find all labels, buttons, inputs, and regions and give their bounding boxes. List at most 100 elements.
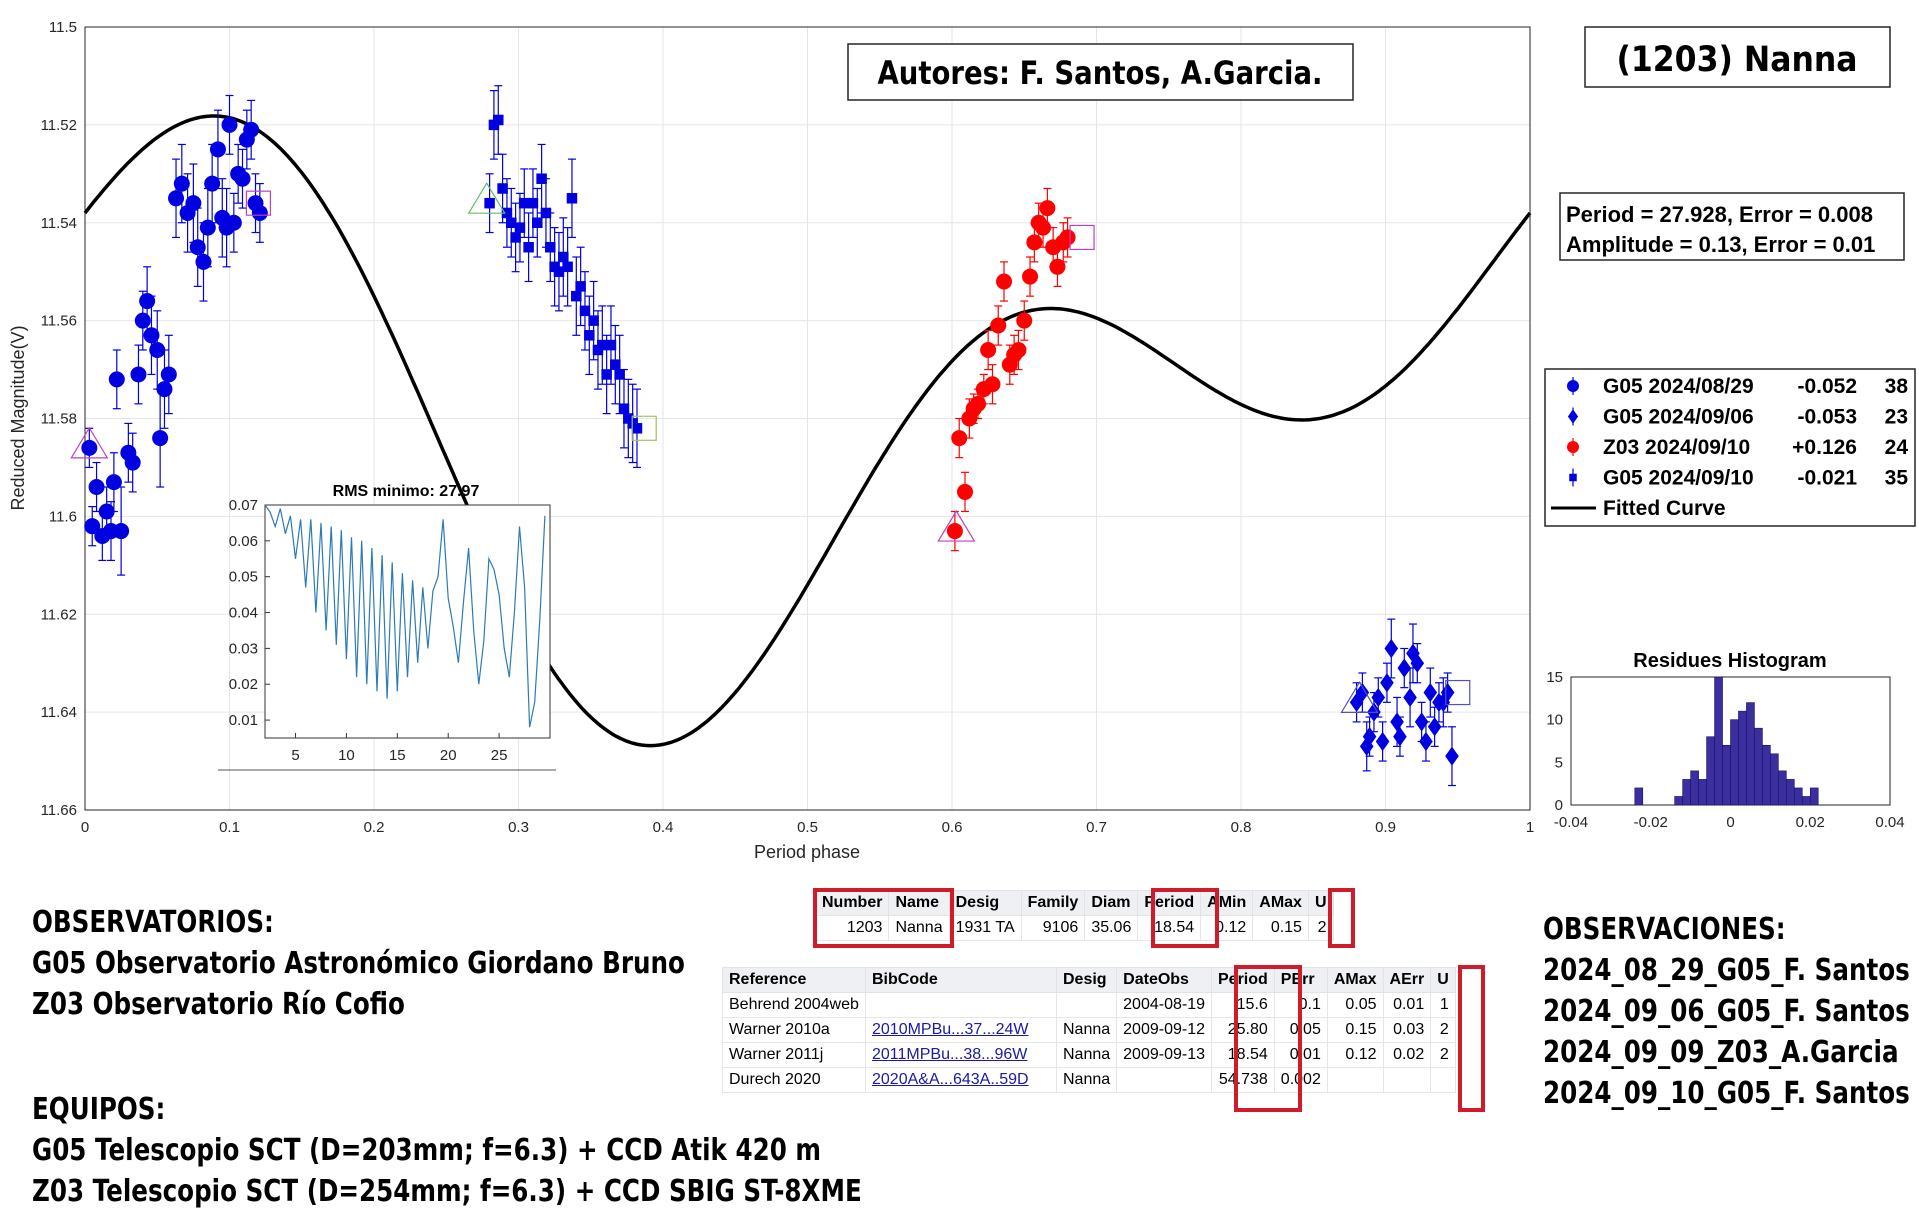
data-point	[134, 312, 151, 329]
highlight-summary-period	[1151, 888, 1219, 948]
inset-rms-series	[264, 504, 546, 728]
data-point	[618, 403, 630, 414]
data-point	[124, 454, 141, 471]
reference-cell	[1430, 1067, 1456, 1093]
data-point	[173, 175, 190, 192]
legend-marker-swatch	[1567, 409, 1579, 424]
histogram-bar	[1809, 787, 1819, 806]
reference-cell: 2009-09-13	[1116, 1042, 1212, 1068]
reference-cell	[1326, 1067, 1384, 1093]
session-end-marker	[1069, 224, 1095, 251]
data-point	[108, 371, 125, 388]
summary-cell: 0.12	[1200, 915, 1254, 941]
main-plot-frame	[84, 26, 1531, 811]
reference-cell: 2004-08-19	[1116, 992, 1212, 1018]
x-tick-label: 1	[1526, 819, 1534, 836]
histogram-y-tick-label: 0	[1555, 797, 1563, 814]
histogram-bar	[1778, 770, 1787, 806]
reference-cell: 0.05	[1326, 992, 1384, 1018]
observatorios-heading: OBSERVATORIOS:	[32, 905, 274, 940]
histogram-bar	[1762, 744, 1771, 806]
equipos-heading: EQUIPOS:	[32, 1092, 166, 1127]
summary-cell: 1203	[814, 915, 890, 941]
reference-header-cell: DateObs	[1116, 967, 1212, 993]
legend-entries: G05 2024/08/29 -0.052 38 G05 2024/09/06 -0.0…	[1551, 375, 1908, 520]
summary-header-cell: Family	[1020, 890, 1086, 916]
fit-info-amplitude: Amplitude = 0.13, Error = 0.01	[1566, 232, 1875, 257]
reference-cell	[1382, 1067, 1432, 1093]
data-point	[501, 207, 513, 219]
fit-info-box	[1559, 192, 1905, 261]
data-point	[1390, 712, 1404, 732]
reference-row: Warner 2011j 2011MPBu...38...96W Nanna 2…	[722, 1042, 1456, 1068]
inset-x-tick-label: 10	[338, 747, 355, 764]
y-tick-label: 11.52	[41, 117, 77, 134]
y-tick-label: 11.6	[49, 508, 77, 525]
summary-cell: 9106	[1020, 915, 1086, 941]
session-start-marker	[70, 426, 109, 459]
data-point	[532, 217, 543, 228]
data-point	[139, 293, 156, 310]
fitted-curve	[83, 114, 1532, 748]
data-point	[990, 317, 1007, 334]
x-axis-label: Period phase	[754, 842, 860, 862]
authors-label: Autores: F. Santos, A.Garcia.	[878, 55, 1323, 93]
histogram-x-tick-label: 0	[1726, 814, 1734, 831]
observacion-line-2: 2024_09_06_G05_F. Santos	[1543, 994, 1910, 1029]
x-tick-label: 0.4	[653, 819, 674, 836]
data-point	[1384, 638, 1399, 659]
summary-row: 1203 Nanna 1931 TA 9106 35.06 18.54 0.12…	[814, 915, 1334, 941]
histogram-bar	[1754, 727, 1763, 806]
data-point	[566, 193, 578, 204]
legend-box	[1544, 368, 1916, 527]
reference-cell: 2	[1430, 1017, 1456, 1043]
legend-marker-swatch	[1569, 473, 1577, 482]
summary-cell: 18.54	[1137, 915, 1202, 941]
data-point	[562, 261, 573, 273]
reference-header-cell: AMax	[1326, 967, 1384, 993]
bibcode-link[interactable]: 2010MPBu...37...24W	[872, 1021, 1029, 1038]
reference-cell: Warner 2011j	[722, 1042, 866, 1068]
summary-header-cell: AMin	[1200, 890, 1254, 916]
data-point	[251, 204, 268, 221]
bibcode-link[interactable]: 2020A&A...643A..59D	[872, 1071, 1029, 1088]
data-point	[527, 197, 539, 209]
data-point	[199, 219, 216, 236]
summary-table: Number Name Desig Family Diam Period AMi…	[814, 890, 1334, 941]
y-tick-label: 11.66	[41, 802, 77, 819]
reference-cell: 2011MPBu...38...96W	[865, 1042, 1057, 1068]
data-point	[152, 430, 169, 447]
summary-cell: 1931 TA	[948, 915, 1022, 941]
inset-y-tick-label: 0.05	[229, 569, 258, 586]
x-tick-label: 0.5	[797, 819, 818, 836]
reference-cell: Behrend 2004web	[722, 992, 866, 1018]
inset-y-tick-label: 0.04	[229, 605, 258, 622]
data-series-group	[81, 85, 1459, 787]
legend-entry-offset: -0.052	[1797, 375, 1857, 398]
reference-cell: Warner 2010a	[722, 1017, 866, 1043]
data-point	[209, 141, 226, 158]
reference-header-row: Reference BibCode Desig DateObs Period P…	[722, 967, 1456, 993]
x-tick-label: 0.3	[508, 819, 529, 836]
data-point	[204, 175, 221, 192]
data-point	[1049, 258, 1066, 275]
legend-entry-count: 23	[1885, 406, 1908, 429]
highlight-summary-u	[1328, 888, 1355, 948]
reference-cell: 0.01	[1382, 992, 1432, 1018]
bibcode-link[interactable]: 2011MPBu...38...96W	[872, 1046, 1028, 1063]
data-point	[540, 207, 552, 219]
histogram-bar	[1714, 676, 1723, 806]
data-point	[970, 395, 987, 412]
highlight-ref-period	[1234, 965, 1302, 1112]
observatorio-line-1: G05 Observatorio Astronómico Giordano Br…	[32, 946, 685, 981]
x-tick-label: 0.2	[364, 819, 385, 836]
data-point	[243, 121, 260, 138]
data-point	[234, 170, 251, 187]
data-point	[1440, 682, 1455, 703]
data-point	[980, 341, 997, 358]
data-point	[519, 197, 530, 209]
authors-box	[847, 43, 1354, 101]
data-point	[1371, 687, 1386, 708]
reference-header-cell: Period	[1211, 967, 1275, 993]
reference-cell: 1	[1430, 992, 1456, 1018]
